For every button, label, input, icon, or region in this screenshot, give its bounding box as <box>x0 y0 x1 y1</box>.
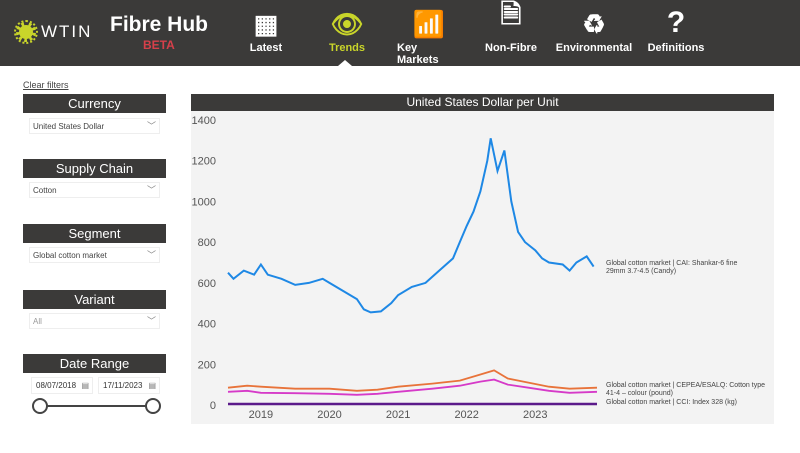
series-line-2 <box>227 378 598 396</box>
chevron-down-icon: ﹀ <box>146 185 156 195</box>
calendar-icon: ▦ <box>253 9 279 39</box>
date-slider-end-handle[interactable] <box>145 398 161 414</box>
dropdown-value: All <box>33 317 42 326</box>
series-line-1 <box>227 369 598 392</box>
nav-key-markets[interactable]: 📶 Key Markets <box>397 0 461 66</box>
chevron-down-icon: ﹀ <box>146 316 156 326</box>
y-tick-label: 1400 <box>192 115 216 127</box>
currency-dropdown[interactable]: United States Dollar ﹀ <box>29 118 160 134</box>
y-tick-label: 0 <box>210 400 216 412</box>
sun-logo-icon <box>14 20 38 44</box>
series-label: Global cotton market | CCI: Index 328 (k… <box>606 399 737 406</box>
logo-text: WTIN <box>41 22 93 41</box>
supply-chain-header: Supply Chain <box>23 159 166 178</box>
nav-environmental[interactable]: ♻ Environmental <box>555 0 633 66</box>
nav-label: Key Markets <box>397 42 439 66</box>
nav-non-fibre[interactable]: 🗎 Non-Fibre <box>485 0 537 66</box>
currency-header: Currency <box>23 94 166 113</box>
y-tick-label: 1200 <box>192 156 216 168</box>
nav-definitions[interactable]: ? Definitions <box>647 0 705 66</box>
x-tick-label: 2023 <box>523 409 547 421</box>
chevron-down-icon: ﹀ <box>146 250 156 260</box>
nav-label: Environmental <box>555 42 633 54</box>
nav-latest[interactable]: ▦ Latest <box>246 0 286 66</box>
bar-chart-icon: 📶 <box>412 9 446 39</box>
document-cycle-icon: 🗎 <box>500 0 522 29</box>
supply-chain-dropdown[interactable]: Cotton ﹀ <box>29 182 160 198</box>
segment-header: Segment <box>23 224 166 243</box>
dropdown-value: Cotton <box>33 186 57 195</box>
chart-title: United States Dollar per Unit <box>191 94 774 111</box>
nav-label: Definitions <box>647 42 705 54</box>
series-label: 29mm 3.7-4.5 (Candy) <box>606 268 676 275</box>
nav-trends[interactable]: 👁 Trends <box>327 0 367 66</box>
start-date-input[interactable]: 08/07/2018 ▤ <box>31 377 93 394</box>
beta-badge: BETA <box>143 38 175 52</box>
active-tab-indicator <box>338 60 352 66</box>
app-title: Fibre Hub <box>110 13 208 36</box>
x-tick-label: 2021 <box>386 409 410 421</box>
y-tick-label: 1000 <box>192 196 216 208</box>
nav-label: Trends <box>328 42 366 54</box>
date-value: 08/07/2018 <box>36 381 77 390</box>
end-date-input[interactable]: 17/11/2023 ▤ <box>98 377 160 394</box>
chart-panel <box>191 94 774 424</box>
nav-label: Non-Fibre <box>485 42 537 54</box>
y-tick-label: 600 <box>198 278 216 290</box>
series-label: Global cotton market | CAI: Shankar-6 fi… <box>606 260 737 267</box>
question-icon: ? <box>666 6 686 39</box>
y-tick-label: 400 <box>198 319 216 331</box>
series-label: Global cotton market | CEPEA/ESALQ: Cott… <box>606 382 765 389</box>
calendar-icon[interactable]: ▤ <box>81 381 89 390</box>
variant-header: Variant <box>23 290 166 309</box>
variant-dropdown[interactable]: All ﹀ <box>29 313 160 329</box>
date-range-slider-track[interactable] <box>40 405 153 407</box>
clear-filters-link[interactable]: Clear filters <box>23 80 69 90</box>
x-tick-label: 2019 <box>249 409 273 421</box>
top-nav-bar: WTIN Fibre Hub BETA ▦ Latest 👁 Trends 📶 Key… <box>0 0 800 66</box>
dropdown-value: United States Dollar <box>33 122 105 131</box>
eye-icon: 👁 <box>330 9 364 39</box>
date-slider-start-handle[interactable] <box>32 398 48 414</box>
date-value: 17/11/2023 <box>103 381 143 390</box>
wtin-logo[interactable]: WTIN <box>14 20 93 44</box>
y-tick-label: 800 <box>198 237 216 249</box>
y-tick-label: 200 <box>198 359 216 371</box>
series-line-0 <box>227 138 595 314</box>
series-label: 41-4 – colour (pound) <box>606 390 673 397</box>
nav-label: Latest <box>249 42 283 54</box>
segment-dropdown[interactable]: Global cotton market ﹀ <box>29 247 160 263</box>
dropdown-value: Global cotton market <box>33 251 107 260</box>
date-range-header: Date Range <box>23 354 166 373</box>
calendar-icon[interactable]: ▤ <box>148 381 156 390</box>
recycle-icon: ♻ <box>582 9 606 39</box>
x-tick-label: 2020 <box>317 409 341 421</box>
x-tick-label: 2022 <box>454 409 478 421</box>
chevron-down-icon: ﹀ <box>146 121 156 131</box>
